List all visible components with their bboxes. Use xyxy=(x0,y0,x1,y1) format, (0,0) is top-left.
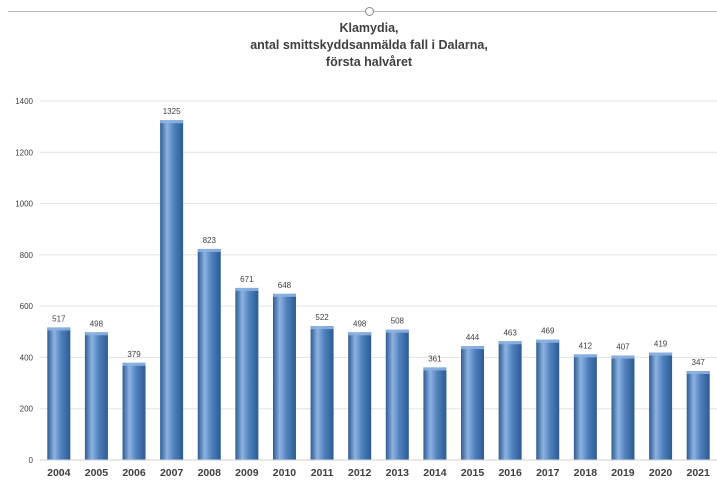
bar xyxy=(160,120,184,460)
data-label: 522 xyxy=(315,313,329,322)
x-tick-label: 2010 xyxy=(273,467,297,479)
bar xyxy=(536,339,560,460)
y-tick-label: 1400 xyxy=(15,97,33,106)
y-tick-label: 600 xyxy=(20,302,34,311)
x-tick-label: 2013 xyxy=(386,467,410,479)
bar-top-bevel xyxy=(461,346,485,350)
x-tick-label: 2004 xyxy=(47,467,71,479)
bar-top-bevel xyxy=(385,329,409,333)
x-tick-label: 2017 xyxy=(536,467,560,479)
data-label: 463 xyxy=(503,328,517,337)
bar xyxy=(122,362,146,460)
bar xyxy=(573,354,597,460)
x-tick-label: 2021 xyxy=(687,467,711,479)
data-label: 498 xyxy=(90,319,104,328)
bar-top-bevel xyxy=(573,354,597,358)
data-label: 1325 xyxy=(163,107,181,116)
x-tick-label: 2007 xyxy=(160,467,184,479)
data-label: 469 xyxy=(541,327,555,336)
x-tick-label: 2009 xyxy=(235,467,259,479)
x-tick-label: 2011 xyxy=(311,467,334,479)
chart-title: Klamydia, antal smittskyddsanmälda fall … xyxy=(180,20,558,71)
bar xyxy=(461,346,485,460)
bar-top-bevel xyxy=(84,332,108,336)
bar xyxy=(197,248,221,460)
bar xyxy=(649,352,673,460)
bar xyxy=(686,371,710,460)
bar-top-bevel xyxy=(272,293,296,297)
y-tick-label: 0 xyxy=(29,456,34,465)
x-tick-label: 2012 xyxy=(348,467,372,479)
bar-top-bevel xyxy=(160,120,184,124)
data-label: 648 xyxy=(278,281,292,290)
bar xyxy=(272,293,296,460)
chart-title-line-2: antal smittskyddsanmälda fall i Dalarna, xyxy=(250,38,488,52)
y-tick-label: 800 xyxy=(20,251,34,260)
bar-top-bevel xyxy=(310,326,334,330)
bar-top-bevel xyxy=(649,352,673,356)
chart-title-line-1: Klamydia, xyxy=(339,21,399,35)
bar xyxy=(235,287,259,460)
data-label: 419 xyxy=(654,340,668,349)
data-label: 407 xyxy=(616,343,630,352)
y-tick-label: 1200 xyxy=(15,148,33,157)
data-label: 361 xyxy=(428,354,442,363)
x-tick-label: 2019 xyxy=(611,467,635,479)
chart-frame-border xyxy=(8,11,717,12)
resize-handle[interactable] xyxy=(365,7,374,16)
data-label: 508 xyxy=(391,317,405,326)
data-label: 379 xyxy=(127,350,141,359)
data-label: 444 xyxy=(466,333,480,342)
x-tick-label: 2006 xyxy=(122,467,146,479)
bar xyxy=(310,326,334,460)
data-label: 347 xyxy=(692,358,706,367)
bar-top-bevel xyxy=(686,371,710,375)
bar-top-bevel xyxy=(611,355,635,359)
y-tick-label: 1000 xyxy=(15,200,33,209)
bar xyxy=(348,332,372,460)
x-tick-label: 2020 xyxy=(649,467,673,479)
x-tick-label: 2015 xyxy=(461,467,485,479)
data-label: 498 xyxy=(353,319,367,328)
data-label: 412 xyxy=(579,341,593,350)
data-label: 517 xyxy=(52,314,66,323)
bar-top-bevel xyxy=(423,367,447,371)
bar-top-bevel xyxy=(235,287,259,291)
bar xyxy=(385,329,409,460)
bar-top-bevel xyxy=(122,362,146,366)
bar xyxy=(611,355,635,460)
bar xyxy=(498,341,522,460)
x-tick-label: 2008 xyxy=(198,467,222,479)
x-tick-label: 2018 xyxy=(574,467,598,479)
y-tick-label: 200 xyxy=(20,405,34,414)
data-label: 823 xyxy=(203,236,217,245)
bar xyxy=(84,332,108,460)
x-tick-label: 2005 xyxy=(85,467,109,479)
x-tick-label: 2014 xyxy=(423,467,447,479)
data-label: 671 xyxy=(240,275,254,284)
chart-title-line-3: första halvåret xyxy=(325,55,413,69)
bar-top-bevel xyxy=(47,327,71,331)
x-tick-label: 2016 xyxy=(498,467,522,479)
bar-top-bevel xyxy=(498,341,522,345)
bar xyxy=(47,327,71,460)
bar-top-bevel xyxy=(536,339,560,343)
bar-top-bevel xyxy=(348,332,372,336)
y-tick-label: 400 xyxy=(20,353,34,362)
bar xyxy=(423,367,447,460)
bar-top-bevel xyxy=(197,248,221,252)
